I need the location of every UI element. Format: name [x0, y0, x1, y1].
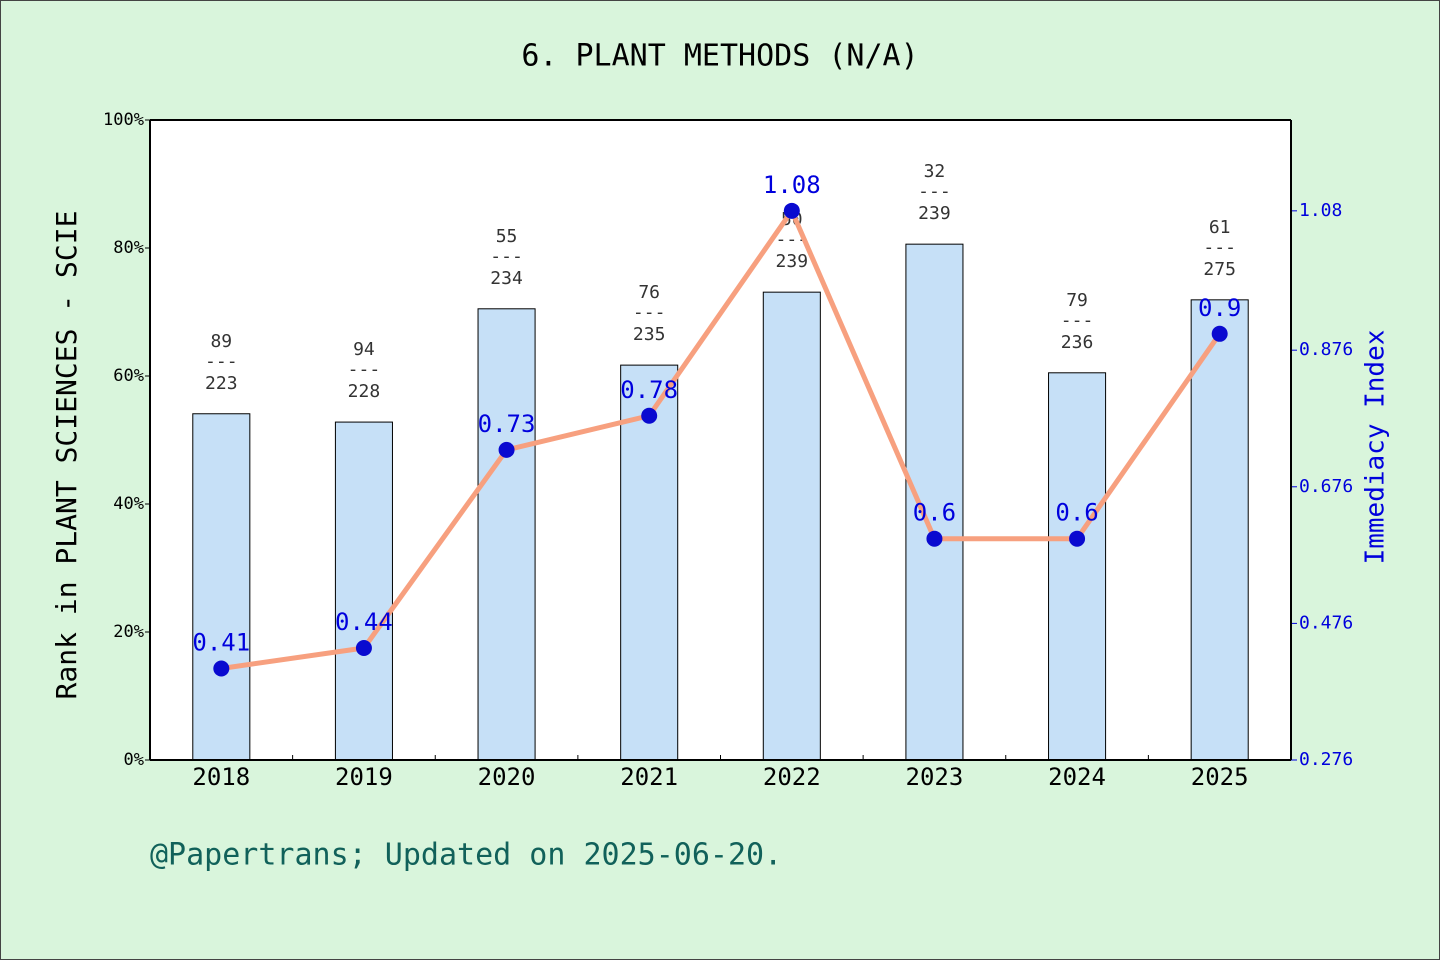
bar: [192, 413, 251, 761]
rank-total: 275: [1203, 259, 1236, 280]
x-tick-label: 2021: [620, 763, 678, 791]
line-value-label: 0.78: [620, 376, 678, 404]
x-tick-label: 2018: [192, 763, 250, 791]
y2-tick-label: 0.676: [1299, 476, 1353, 497]
y-tick-label: 100%: [103, 110, 144, 130]
rank-label: 94: [353, 339, 375, 360]
bar: [762, 291, 821, 761]
rank-label: 89: [210, 331, 232, 352]
line-value-label: 0.9: [1198, 294, 1241, 322]
rank-total: 239: [776, 251, 809, 272]
rank-separator: ---: [1061, 310, 1094, 331]
rank-separator: ---: [348, 359, 381, 380]
y2-axis-label: Immediacy Index: [1361, 330, 1391, 565]
rank-label: 61: [1209, 217, 1231, 238]
line: [220, 208, 1222, 671]
line-marker: [1211, 325, 1228, 342]
y2-tick-label: 0.476: [1299, 612, 1353, 633]
rank-separator: ---: [490, 246, 523, 267]
rank-total: 223: [205, 373, 238, 394]
rank-total: 228: [348, 381, 381, 402]
y-tick-label: 40%: [113, 494, 144, 514]
rank-total: 239: [918, 203, 951, 224]
rank-label: 76: [638, 282, 660, 303]
x-tick-label: 2022: [763, 763, 821, 791]
rank-separator: ---: [1203, 237, 1236, 258]
line-marker: [355, 639, 372, 656]
line-marker: [498, 441, 515, 458]
rank-label: 32: [924, 161, 946, 182]
line-value-label: 0.41: [192, 628, 250, 656]
rank-separator: ---: [918, 181, 951, 202]
x-tick-label: 2020: [478, 763, 536, 791]
line-marker: [783, 202, 800, 219]
bar: [1048, 372, 1107, 761]
bar: [620, 364, 679, 761]
footer: @Papertrans; Updated on 2025-06-20.: [150, 838, 782, 873]
line-marker: [926, 530, 943, 547]
line-value-label: 0.6: [1055, 499, 1098, 527]
bar: [1190, 299, 1249, 761]
x-tick-label: 2025: [1191, 763, 1249, 791]
y-tick-label: 0%: [124, 750, 144, 770]
rank-total: 235: [633, 324, 666, 345]
line-marker: [213, 660, 230, 677]
y2-tick-label: 0.876: [1299, 339, 1353, 360]
y-tick-label: 20%: [113, 622, 144, 642]
bar: [334, 421, 393, 761]
rank-label: 55: [496, 226, 518, 247]
y-axis-label: Rank in PLANT SCIENCES - SCIE: [50, 211, 83, 700]
line-value-label: 0.73: [478, 410, 536, 438]
rank-total: 236: [1061, 332, 1094, 353]
line-value-label: 0.44: [335, 608, 393, 636]
x-tick-label: 2024: [1048, 763, 1106, 791]
line-marker: [641, 407, 658, 424]
y-tick-label: 60%: [113, 366, 144, 386]
plot-area: [150, 120, 1291, 760]
x-tick-label: 2023: [906, 763, 964, 791]
rank-separator: ---: [205, 351, 238, 372]
y2-tick-label: 0.276: [1299, 749, 1353, 770]
y2-tick-label: 1.08: [1299, 200, 1342, 221]
rank-separator: ---: [633, 302, 666, 323]
x-tick-label: 2019: [335, 763, 393, 791]
rank-label: 79: [1066, 290, 1088, 311]
line-marker: [1069, 530, 1086, 547]
rank-total: 234: [490, 268, 523, 289]
line-value-label: 0.6: [913, 499, 956, 527]
bar: [477, 308, 536, 761]
chart-title: 6. PLANT METHODS (N/A): [521, 39, 918, 74]
line-value-label: 1.08: [763, 171, 821, 199]
bar: [905, 243, 964, 761]
y-tick-label: 80%: [113, 238, 144, 258]
